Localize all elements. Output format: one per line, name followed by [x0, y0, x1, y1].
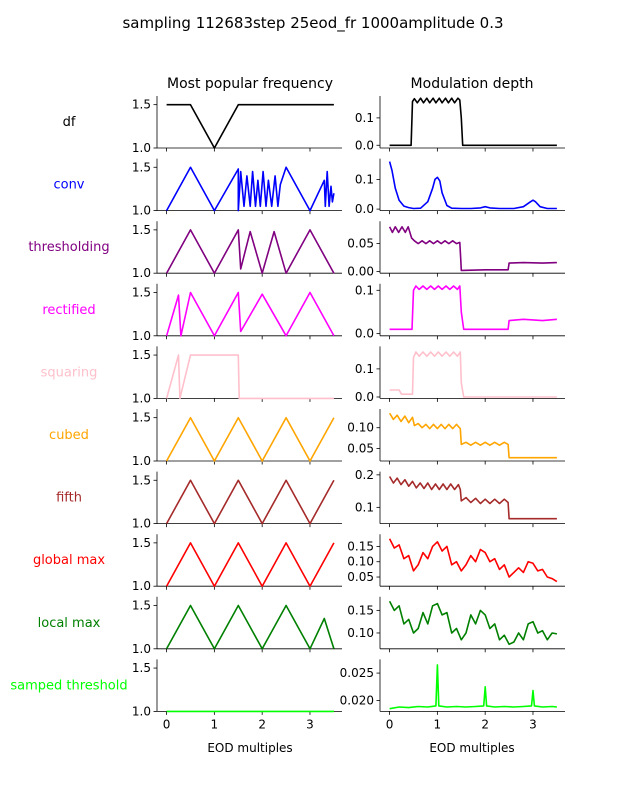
- local-max-modulation-series-line: [388, 600, 558, 646]
- row-label-conv: conv: [53, 178, 84, 193]
- squaring-frequency-ytick-label-0: 1.0: [132, 391, 151, 405]
- df-modulation-ytick-label-1: 0.1: [355, 111, 374, 125]
- samped-threshold-frequency-xtick-label-2: 2: [258, 717, 266, 731]
- conv-modulation-series-line: [388, 161, 557, 210]
- squaring-frequency-series-line: [165, 354, 334, 400]
- cubed-modulation-ytick-label-0: 0.05: [347, 442, 374, 456]
- thresholding-frequency-series-line: [165, 229, 335, 275]
- global-max-modulation-ytick-label-0: 0.05: [347, 570, 374, 584]
- rectified-frequency-series-line: [165, 291, 335, 337]
- thresholding-modulation-ytick-label-1: 0.05: [347, 237, 374, 251]
- col-title-left: Most popular frequency: [167, 76, 333, 92]
- squaring-modulation-ytick-label-0: 0.0: [355, 390, 374, 404]
- thresholding-modulation-ytick-label-0: 0.00: [347, 265, 374, 279]
- row-label-global-max: global max: [33, 553, 105, 568]
- rectified-modulation-ytick-label-1: 0.1: [355, 283, 374, 297]
- samped-threshold-modulation-ytick-label-0: 0.020: [340, 693, 374, 707]
- row-label-rectified: rectified: [42, 303, 95, 318]
- conv-frequency-ytick-label-1: 1.5: [132, 160, 151, 174]
- local-max-frequency-ytick-label-1: 1.5: [132, 598, 151, 612]
- fifth-frequency-ytick-label-1: 1.5: [132, 473, 151, 487]
- cubed-frequency-series-line: [165, 416, 335, 462]
- fifth-modulation-ytick-label-0: 0.1: [355, 500, 374, 514]
- global-max-frequency-series-line: [165, 542, 335, 588]
- samped-threshold-modulation-ytick-label-1: 0.025: [340, 666, 374, 680]
- fifth-modulation-ytick-label-1: 0.2: [355, 468, 374, 482]
- samped-threshold-frequency-ytick-label-0: 1.0: [132, 704, 151, 718]
- squaring-modulation-series-line: [389, 351, 557, 398]
- cubed-modulation-ytick-label-1: 0.10: [347, 421, 374, 435]
- figure-title: sampling 112683step 25eod_fr 1000amplitu…: [122, 14, 503, 33]
- thresholding-modulation-series-line: [388, 226, 557, 272]
- global-max-frequency-ytick-label-0: 1.0: [132, 579, 151, 593]
- row-label-fifth: fifth: [56, 491, 82, 506]
- samped-threshold-modulation-xtick-label-1: 1: [434, 717, 442, 731]
- samped-threshold-frequency-xtick-label-1: 1: [211, 717, 219, 731]
- samped-threshold-modulation-xtick-label-2: 2: [481, 717, 489, 731]
- global-max-modulation-ytick-label-1: 0.10: [347, 555, 374, 569]
- df-frequency-series-line: [166, 103, 334, 149]
- samped-threshold-frequency-ytick-label-1: 1.5: [132, 661, 151, 675]
- local-max-modulation-ytick-label-1: 0.15: [347, 603, 374, 617]
- row-label-samped-threshold: samped threshold: [10, 678, 127, 693]
- conv-frequency-ytick-label-0: 1.0: [132, 204, 151, 218]
- local-max-modulation-ytick-label-0: 0.10: [347, 626, 374, 640]
- row-label-df: df: [63, 115, 76, 130]
- row-label-cubed: cubed: [49, 428, 89, 443]
- rectified-frequency-ytick-label-1: 1.5: [132, 285, 151, 299]
- rectified-modulation-series-line: [389, 285, 557, 331]
- squaring-modulation-ytick-label-1: 0.1: [355, 362, 374, 376]
- global-max-frequency-ytick-label-1: 1.5: [132, 536, 151, 550]
- df-frequency-ytick-label-1: 1.5: [132, 98, 151, 112]
- row-label-thresholding: thresholding: [28, 240, 109, 255]
- cubed-frequency-ytick-label-1: 1.5: [132, 411, 151, 425]
- rectified-modulation-ytick-label-0: 0.0: [355, 327, 374, 341]
- local-max-frequency-ytick-label-0: 1.0: [132, 642, 151, 656]
- local-max-frequency-series-line: [165, 604, 335, 650]
- cubed-frequency-ytick-label-0: 1.0: [132, 454, 151, 468]
- global-max-modulation-ytick-label-2: 0.15: [347, 539, 374, 553]
- thresholding-frequency-ytick-label-1: 1.5: [132, 223, 151, 237]
- xlabel-right: EOD multiples: [429, 741, 514, 755]
- squaring-frequency-ytick-label-1: 1.5: [132, 348, 151, 362]
- global-max-modulation-series-line: [388, 538, 558, 583]
- df-modulation-ytick-label-0: 0.0: [355, 138, 374, 152]
- col-title-right: Modulation depth: [411, 76, 534, 92]
- row-label-squaring: squaring: [41, 365, 98, 380]
- panels-group: df 1.0 1.5 0.0 0.1 conv 1.0 1.5 0.0 0.1 thresholdi…: [10, 96, 565, 731]
- conv-modulation-ytick-label-1: 0.1: [355, 172, 374, 186]
- cubed-modulation-series-line: [388, 412, 557, 459]
- df-modulation-series-line: [389, 97, 557, 147]
- samped-threshold-modulation-xtick-label-3: 3: [529, 717, 537, 731]
- fifth-modulation-series-line: [388, 476, 557, 520]
- row-label-local-max: local max: [38, 616, 101, 631]
- samped-threshold-frequency-xtick-label-3: 3: [306, 717, 314, 731]
- conv-frequency-series-line: [165, 166, 335, 212]
- rectified-frequency-ytick-label-0: 1.0: [132, 329, 151, 343]
- fifth-frequency-ytick-label-0: 1.0: [132, 517, 151, 531]
- thresholding-frequency-ytick-label-0: 1.0: [132, 266, 151, 280]
- samped-threshold-frequency-xtick-label-0: 0: [163, 717, 171, 731]
- samped-threshold-modulation-xtick-label-0: 0: [386, 717, 394, 731]
- xlabel-left: EOD multiples: [207, 741, 292, 755]
- samped-threshold-modulation-series-line: [389, 664, 557, 710]
- conv-modulation-ytick-label-0: 0.0: [355, 202, 374, 216]
- df-frequency-ytick-label-0: 1.0: [132, 141, 151, 155]
- fifth-frequency-series-line: [165, 479, 335, 525]
